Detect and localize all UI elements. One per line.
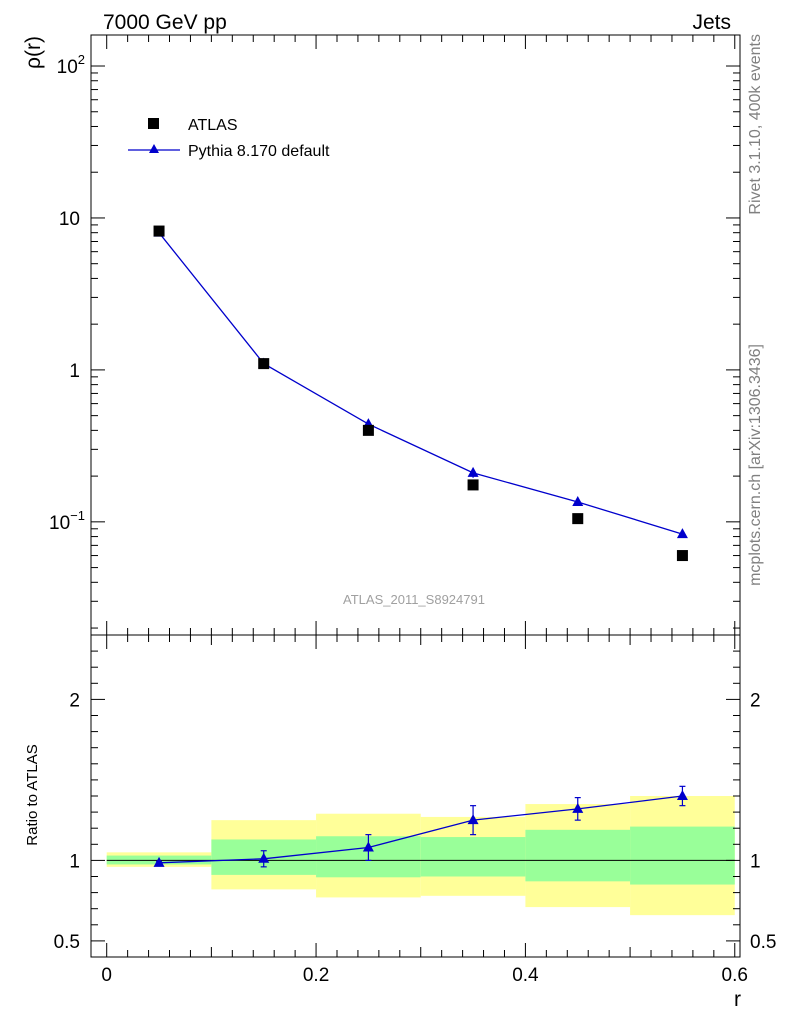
atlas-point: [676, 550, 688, 562]
ratio-y-tick-label-right: 1: [750, 851, 761, 872]
ratio-y-tick-label-left: 0.5: [54, 932, 80, 953]
pythia-point: [676, 528, 688, 539]
main-y-axis-label: ρ(r): [22, 36, 45, 69]
main-y-tick-label: 102: [57, 52, 85, 78]
atlas-point: [153, 225, 165, 237]
ratio-y-tick-label-left: 1: [69, 851, 80, 872]
atlas-point: [467, 479, 479, 491]
ratio-pythia-line: [158, 795, 683, 864]
ratio-band-inner: [420, 837, 526, 877]
ratio-marks: [153, 785, 688, 868]
main-panel: 10−1 1 10 102 ρ(r) ATLAS_2011_S8924791 ATLA…: [22, 34, 741, 636]
ratio-pythia-point: [153, 856, 165, 867]
ratio-panel: 0.5 0.5 1 1 2 2 0 0.2 0.4 0.6 Ratio to ATLAS r: [24, 634, 776, 1011]
main-axis-ticks: 10−1 1 10 102: [49, 35, 740, 635]
ratio-pythia-point: [467, 814, 479, 825]
ratio-pythia-point: [258, 852, 270, 863]
ratio-y-tick-label-left: 2: [69, 690, 80, 711]
legend: ATLAS Pythia 8.170 default: [128, 117, 330, 160]
pythia-line: [158, 232, 683, 535]
main-marks: [153, 225, 688, 562]
main-y-tick-label: 10: [59, 209, 80, 230]
x-axis-label: r: [734, 988, 741, 1011]
ratio-pythia-point: [676, 790, 688, 800]
title-left: 7000 GeV pp: [103, 11, 227, 34]
main-y-tick-label: 10−1: [49, 508, 85, 534]
ratio-axis-ticks: 0.5 0.5 1 1 2 2 0 0.2 0.4 0.6: [54, 634, 776, 986]
legend-marker-atlas: [148, 118, 159, 129]
legend-label-atlas: ATLAS: [188, 117, 238, 134]
ratio-bands: [106, 796, 735, 916]
ratio-pythia-point: [572, 802, 584, 813]
ratio-band-inner: [630, 826, 735, 885]
atlas-point: [572, 513, 584, 525]
ratio-y-tick-label-right: 0.5: [750, 932, 776, 953]
atlas-point: [362, 424, 374, 436]
atlas-point: [258, 358, 270, 370]
x-tick-label: 0: [101, 965, 112, 986]
analysis-label: ATLAS_2011_S8924791: [343, 592, 485, 607]
mcplots-label: mcplots.cern.ch [arXiv:1306.3436]: [747, 344, 764, 586]
ratio-band-inner: [525, 829, 631, 882]
pythia-point: [572, 496, 584, 507]
title-right: Jets: [692, 11, 731, 34]
ratio-y-axis-label: Ratio to ATLAS: [24, 744, 41, 845]
rivet-version-label: Rivet 3.1.10, 400k events: [747, 34, 764, 215]
legend-marker-pythia: [149, 144, 159, 153]
x-tick-label: 0.4: [512, 965, 539, 986]
ratio-y-tick-label-right: 2: [750, 690, 761, 711]
ratio-pythia-point: [362, 841, 374, 852]
x-tick-label: 0.6: [722, 965, 748, 986]
legend-label-pythia: Pythia 8.170 default: [188, 143, 330, 160]
x-tick-label: 0.2: [303, 965, 329, 986]
pythia-point: [467, 466, 479, 477]
main-y-tick-label: 1: [69, 361, 80, 382]
